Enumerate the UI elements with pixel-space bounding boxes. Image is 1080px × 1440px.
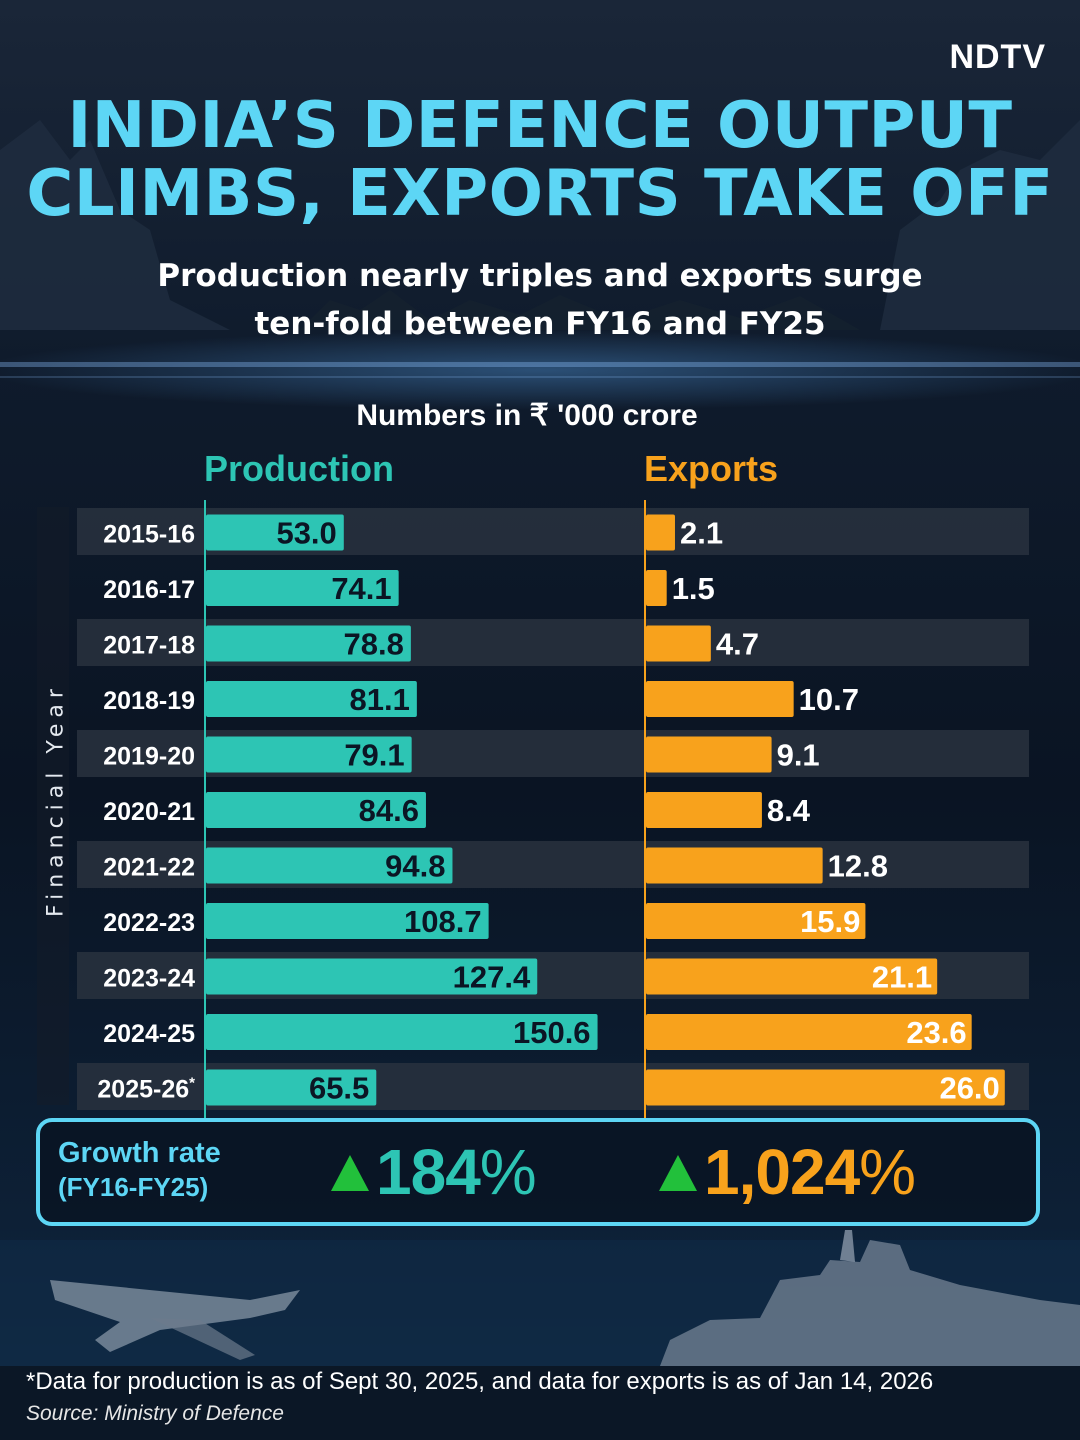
footnote: *Data for production is as of Sept 30, 2…: [26, 1368, 934, 1395]
exports-bar: [646, 570, 667, 606]
production-value-label: 79.1: [344, 738, 404, 773]
category-label: 2022-23: [103, 909, 195, 937]
production-header: Production: [204, 448, 394, 489]
category-label: 2023-24: [103, 965, 195, 993]
exports-bar: [646, 903, 866, 939]
title-line-2: CLIMBS, EXPORTS TAKE OFF: [26, 157, 1054, 231]
page-title: INDIA’S DEFENCE OUTPUT CLIMBS, EXPORTS T…: [0, 92, 1080, 228]
production-bar: [206, 736, 412, 773]
category-label: 2017-18: [103, 632, 195, 660]
exports-value-label: 10.7: [799, 682, 859, 717]
category-label: 2015-16: [103, 521, 195, 549]
production-bar: [206, 514, 344, 551]
exports-value-label: 8.4: [767, 793, 811, 828]
exports-value-label: 15.9: [800, 904, 860, 939]
category-label: 2020-21: [103, 798, 195, 826]
production-growth-number: 184: [376, 1136, 481, 1208]
growth-rate-box: [36, 1118, 1040, 1226]
exports-growth-value: 1,024%: [704, 1136, 916, 1208]
exports-value-label: 1.5: [672, 571, 715, 606]
production-value-label: 74.1: [331, 571, 391, 606]
production-bar: [206, 1014, 598, 1050]
exports-value-label: 9.1: [777, 738, 820, 773]
category-label: 2019-20: [103, 743, 195, 771]
exports-growth-number: 1,024: [704, 1136, 860, 1208]
production-bar: [206, 681, 417, 717]
production-bar: [206, 625, 411, 662]
exports-value-label: 21.1: [872, 960, 932, 995]
production-value-label: 81.1: [350, 682, 410, 717]
subtitle-line-1: Production nearly triples and exports su…: [157, 258, 923, 294]
production-bar: [206, 903, 489, 939]
production-value-label: 150.6: [513, 1015, 591, 1050]
exports-bar: [646, 958, 938, 995]
production-bar: [206, 1069, 377, 1106]
production-bar: [206, 958, 538, 995]
exports-bar: [646, 792, 762, 828]
category-label: 2016-17: [103, 576, 195, 604]
exports-value-label: 12.8: [828, 849, 888, 884]
page-subtitle: Production nearly triples and exports su…: [0, 252, 1080, 348]
axis-panel: [37, 507, 69, 1105]
exports-value-label: 2.1: [680, 516, 723, 551]
footer-band: [0, 1366, 1080, 1440]
production-growth-value: 184%: [376, 1136, 537, 1208]
subtitle-line-2: ten-fold between FY16 and FY25: [254, 306, 826, 342]
exports-bar: [646, 736, 772, 773]
production-growth-percent: %: [479, 1136, 537, 1208]
exports-bar: [646, 625, 711, 662]
category-label: 2025-26*: [97, 1075, 195, 1104]
exports-header: Exports: [644, 448, 779, 489]
production-value-label: 127.4: [453, 960, 531, 995]
source-credit: Source: Ministry of Defence: [26, 1402, 284, 1425]
exports-bar: [646, 514, 675, 551]
production-value-label: 65.5: [309, 1071, 369, 1106]
exports-value-label: 4.7: [716, 627, 759, 662]
production-value-label: 53.0: [276, 516, 336, 551]
production-value-label: 94.8: [385, 849, 445, 884]
exports-value-label: 23.6: [906, 1015, 966, 1050]
exports-bar: [646, 681, 794, 717]
production-up-arrow-icon: [331, 1155, 369, 1191]
units-label: Numbers in ₹ '000 crore: [356, 399, 698, 432]
category-label: 2021-22: [103, 854, 195, 882]
growth-rate-label: Growth rate: [58, 1137, 221, 1169]
category-label: 2024-25: [103, 1020, 195, 1048]
exports-value-label: 26.0: [939, 1071, 999, 1106]
title-line-1: INDIA’S DEFENCE OUTPUT: [67, 89, 1013, 163]
exports-bar: [646, 1069, 1005, 1106]
exports-bar: [646, 1014, 972, 1050]
logo-text: NDTV: [949, 38, 1046, 76]
production-value-label: 108.7: [404, 904, 482, 939]
exports-growth-percent: %: [859, 1136, 916, 1208]
production-value-label: 78.8: [344, 627, 404, 662]
production-bar: [206, 570, 399, 606]
exports-up-arrow-icon: [659, 1155, 697, 1191]
production-bar: [206, 847, 453, 884]
exports-bar: [646, 847, 823, 884]
production-value-label: 84.6: [359, 793, 419, 828]
category-label: 2018-19: [103, 687, 195, 715]
growth-rate-period: (FY16-FY25): [58, 1172, 209, 1202]
ndtv-logo: NDTV: [949, 38, 1046, 77]
production-bar: [206, 792, 426, 828]
